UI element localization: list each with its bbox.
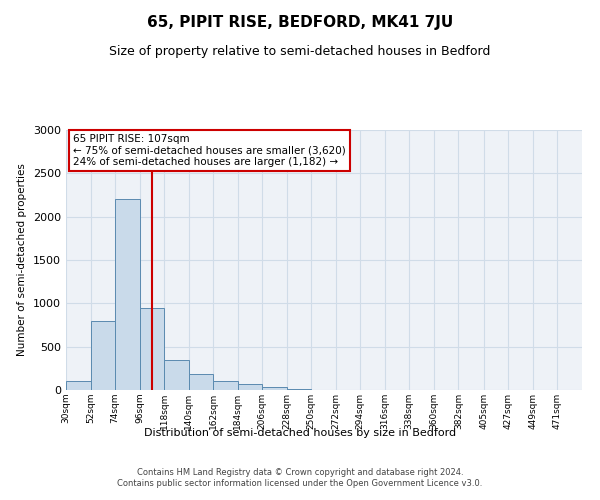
Bar bbox=[66, 382, 91, 390]
Bar bbox=[164, 360, 188, 390]
Text: Contains HM Land Registry data © Crown copyright and database right 2024.
Contai: Contains HM Land Registry data © Crown c… bbox=[118, 468, 482, 487]
Text: 65, PIPIT RISE, BEDFORD, MK41 7JU: 65, PIPIT RISE, BEDFORD, MK41 7JU bbox=[147, 15, 453, 30]
Bar bbox=[188, 374, 213, 390]
Bar bbox=[287, 389, 311, 390]
Bar bbox=[238, 384, 262, 390]
Bar bbox=[91, 320, 115, 390]
Bar bbox=[262, 386, 287, 390]
Y-axis label: Number of semi-detached properties: Number of semi-detached properties bbox=[17, 164, 28, 356]
Bar bbox=[140, 308, 164, 390]
Text: 65 PIPIT RISE: 107sqm
← 75% of semi-detached houses are smaller (3,620)
24% of s: 65 PIPIT RISE: 107sqm ← 75% of semi-deta… bbox=[73, 134, 346, 167]
Text: Distribution of semi-detached houses by size in Bedford: Distribution of semi-detached houses by … bbox=[144, 428, 456, 438]
Bar bbox=[115, 200, 140, 390]
Text: Size of property relative to semi-detached houses in Bedford: Size of property relative to semi-detach… bbox=[109, 45, 491, 58]
Bar bbox=[213, 382, 238, 390]
